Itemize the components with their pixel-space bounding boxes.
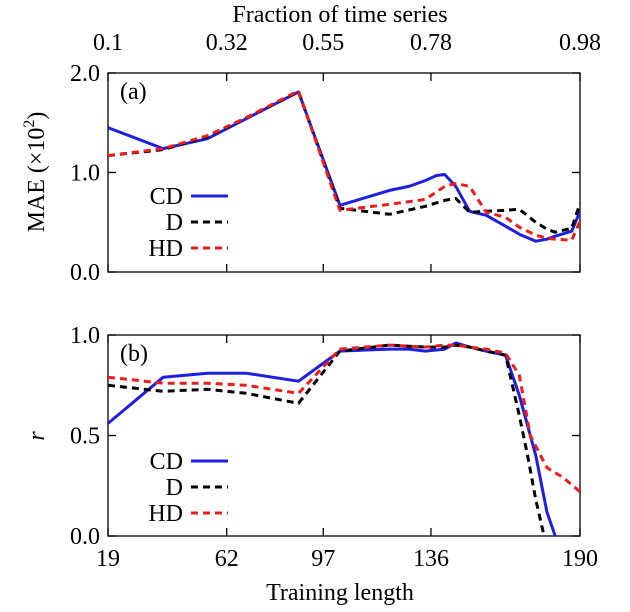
panel-b-axes: 0.0 0.5 1.0 19 62 97 136 190 [70, 323, 598, 572]
legend-label-cd: CD [150, 449, 183, 475]
ylabel-a-end: ) [24, 112, 50, 120]
x-tick-label: 97 [311, 546, 335, 572]
x-axis-title: Training length [266, 580, 414, 606]
panel-a-ylabel: MAE (×102) [21, 112, 50, 233]
series-line-d-b [108, 343, 546, 536]
legend-label-d: D [166, 210, 183, 236]
top-axis-title: Fraction of time series [232, 2, 447, 28]
y-tick-label: 1.0 [70, 323, 100, 349]
panel-b-ylabel: r [24, 431, 50, 441]
top-tick-label: 0.1 [93, 30, 123, 56]
y-tick-label: 2.0 [70, 61, 100, 87]
top-tick-label: 0.78 [410, 30, 452, 56]
y-tick-label: 1.0 [70, 161, 100, 187]
x-tick-label: 136 [413, 546, 449, 572]
x-tick-label: 19 [96, 546, 120, 572]
legend-label-hd: HD [148, 236, 183, 262]
x-tick-label: 190 [562, 546, 598, 572]
y-tick-label: 0.5 [70, 424, 100, 450]
top-tick-label: 0.98 [559, 30, 601, 56]
series-line-hd-b [108, 343, 580, 493]
x-tick-label: 62 [215, 546, 239, 572]
ylabel-a-main: MAE (×10 [24, 128, 50, 233]
panel-a-axes: 0.0 1.0 2.0 0.1 0.32 0.55 0.78 0.98 [70, 30, 601, 286]
series-line-hd-a [108, 89, 580, 242]
series-line-cd-a [108, 90, 580, 243]
panel-a-series [108, 89, 580, 243]
panel-a-tag: (a) [120, 79, 147, 105]
top-tick-label: 0.55 [302, 30, 344, 56]
y-tick-label: 0.0 [70, 260, 100, 286]
y-tick-label: 0.0 [70, 524, 100, 550]
panel-b-series [108, 341, 580, 536]
legend-label-hd: HD [148, 501, 183, 527]
ylabel-a-sup: 2 [21, 120, 38, 128]
panel-b-tag: (b) [120, 341, 148, 367]
top-tick-label: 0.32 [206, 30, 248, 56]
legend-label-d: D [166, 475, 183, 501]
legend-label-cd: CD [150, 184, 183, 210]
